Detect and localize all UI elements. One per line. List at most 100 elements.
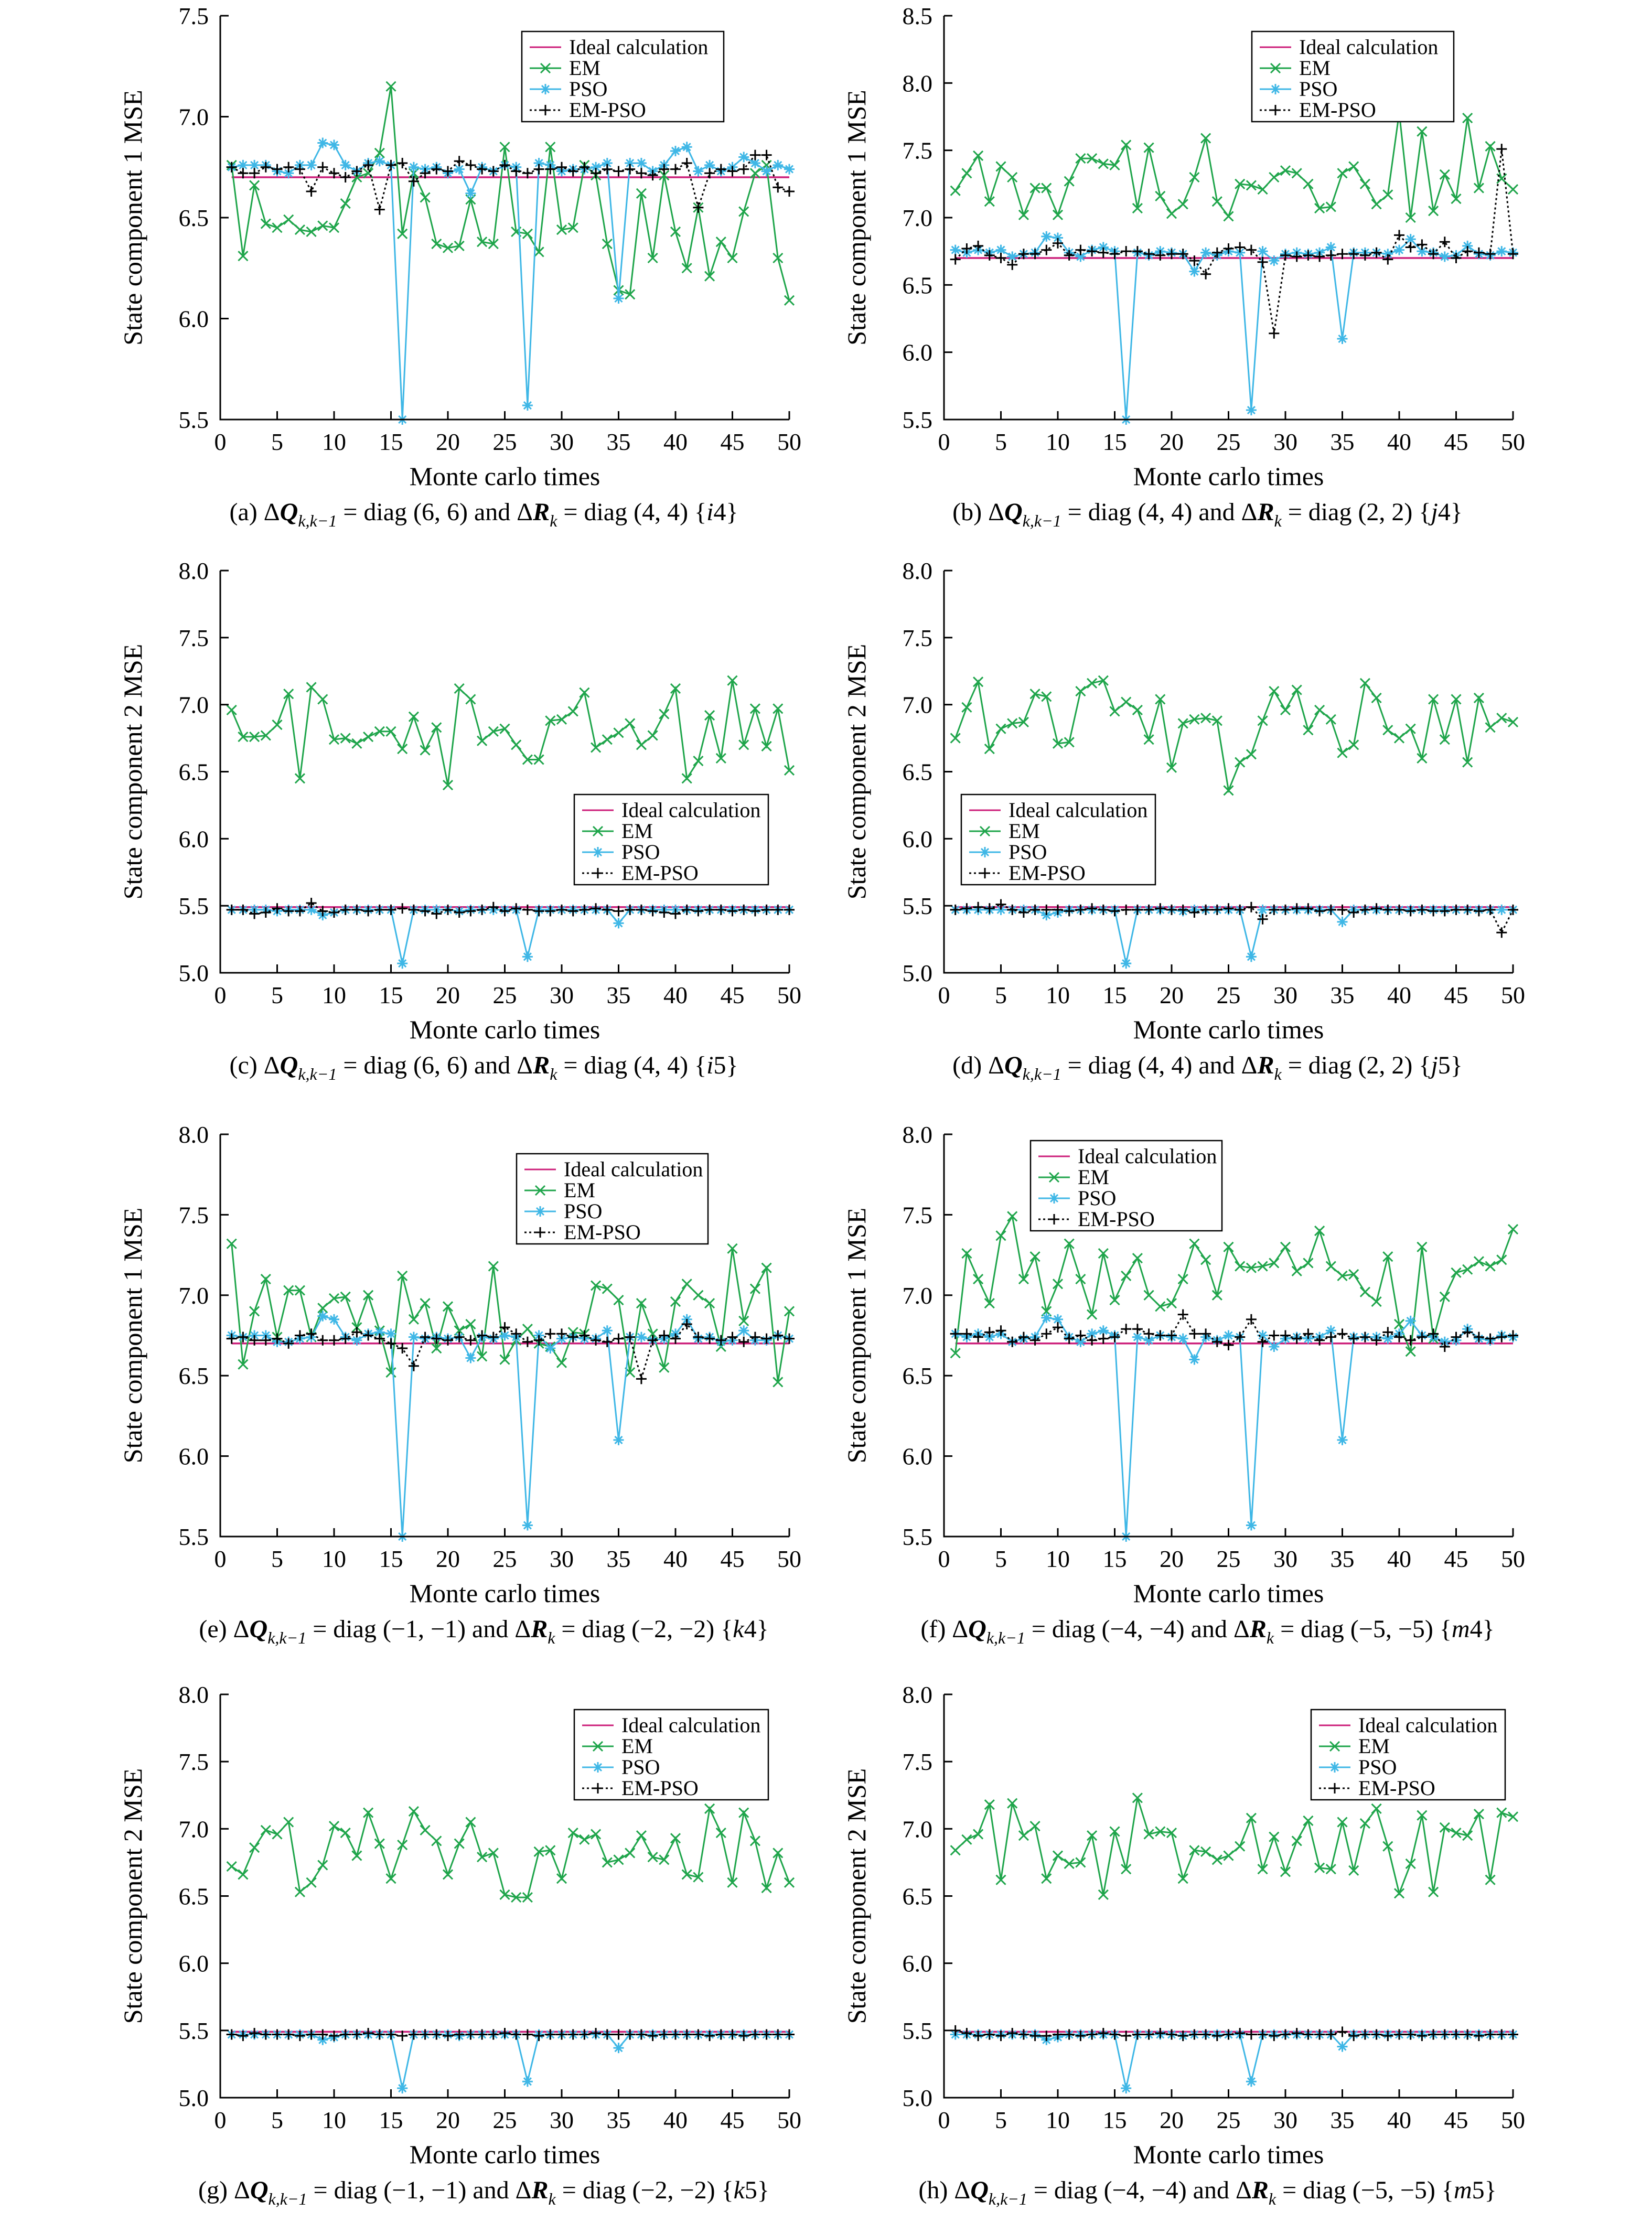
empso-point-42 xyxy=(1417,904,1428,915)
pso-point-35 xyxy=(613,293,624,304)
em-point-10 xyxy=(328,1821,340,1832)
pso-series xyxy=(226,1311,795,1542)
empso-point-1 xyxy=(950,254,961,265)
empso-point-32 xyxy=(579,2029,590,2040)
pso-point-48 xyxy=(761,166,772,177)
empso-point-36 xyxy=(625,164,636,175)
em-point-14 xyxy=(1098,158,1109,169)
empso-point-35 xyxy=(1337,249,1348,260)
x-tick-label: 20 xyxy=(436,982,460,1008)
empso-point-13 xyxy=(363,1330,374,1341)
pso-point-50 xyxy=(784,164,795,175)
em-point-44 xyxy=(715,237,726,248)
em-point-42 xyxy=(1417,1241,1428,1252)
empso-point-26 xyxy=(1235,242,1246,253)
em-point-32 xyxy=(579,1834,590,1845)
pso-point-22 xyxy=(465,1352,476,1363)
empso-point-3 xyxy=(249,2027,260,2038)
x-tick-label: 25 xyxy=(1217,428,1241,455)
empso-point-38 xyxy=(647,906,658,917)
em-point-10 xyxy=(1052,1279,1064,1290)
em-point-44 xyxy=(1439,169,1450,180)
x-axis-label: Monte carlo times xyxy=(410,1578,600,1608)
chart-panel-3: 0 5 10 15 20 25 30 35 40 45 50 5.0 5.5 6.0 6.5 7.0 7.5 8.… xyxy=(118,557,801,1083)
empso-point-legend xyxy=(593,1783,603,1794)
empso-point-19 xyxy=(1155,1330,1166,1341)
empso-point-35 xyxy=(613,906,624,917)
em-point-36 xyxy=(1348,161,1359,172)
empso-point-10 xyxy=(1053,1322,1063,1333)
empso-point-38 xyxy=(647,2031,658,2042)
em-point-19 xyxy=(431,1835,442,1846)
empso-point-legend xyxy=(535,1227,545,1238)
em-point-13 xyxy=(363,1807,374,1818)
em-point-38 xyxy=(1371,692,1382,703)
y-tick-label: 8.0 xyxy=(903,70,933,96)
em-point-16 xyxy=(397,1270,408,1282)
pso-point-27 xyxy=(1246,2076,1257,2087)
pso-point-14 xyxy=(374,156,385,167)
legend-label-empso: EM-PSO xyxy=(621,861,699,885)
y-tick-label: 6.5 xyxy=(179,1883,209,1910)
em-point-23 xyxy=(1200,1846,1211,1857)
em-line xyxy=(231,86,790,301)
empso-point-7 xyxy=(1018,249,1029,260)
empso-point-17 xyxy=(408,1360,419,1371)
pso-point-46 xyxy=(738,1325,749,1336)
em-point-34 xyxy=(1325,1261,1336,1272)
empso-point-34 xyxy=(602,904,613,915)
empso-point-23 xyxy=(1200,904,1211,915)
em-point-4 xyxy=(984,1298,995,1309)
empso-point-48 xyxy=(761,904,772,915)
em-point-37 xyxy=(636,739,647,750)
pso-point-5 xyxy=(995,244,1006,255)
em-point-8 xyxy=(1029,1251,1040,1262)
empso-point-19 xyxy=(431,908,442,919)
empso-point-24 xyxy=(1211,1336,1222,1347)
panel-caption: (a) ΔQk,k−1 = diag (6, 6) and ΔRk = diag… xyxy=(230,498,738,530)
empso-point-22 xyxy=(465,159,476,170)
y-axis-label: State component 1 MSE xyxy=(118,1208,147,1463)
empso-point-19 xyxy=(1155,2027,1166,2038)
chart-panel-1: 0 5 10 15 20 25 30 35 40 45 50 5.5 6.0 6.5 7.0 7.5 Monte… xyxy=(118,3,801,530)
em-point-31 xyxy=(567,706,578,717)
y-tick-label: 7.0 xyxy=(179,1282,209,1309)
em-point-28 xyxy=(1257,1261,1268,1272)
empso-point-27 xyxy=(522,168,533,179)
x-tick-label: 40 xyxy=(663,428,688,455)
empso-point-47 xyxy=(1473,1331,1484,1343)
x-tick-label: 5 xyxy=(995,982,1007,1008)
empso-point-42 xyxy=(693,906,704,917)
pso-point-28 xyxy=(1257,246,1268,257)
empso-point-26 xyxy=(511,1328,522,1339)
empso-point-45 xyxy=(1451,1331,1462,1343)
em-point-28 xyxy=(1257,184,1268,195)
em-point-47 xyxy=(1473,692,1484,703)
em-point-legend xyxy=(534,1185,546,1196)
pso-point-16 xyxy=(1121,958,1132,969)
legend-label-empso: EM-PSO xyxy=(569,98,646,122)
em-point-10 xyxy=(1052,738,1064,749)
em-point-39 xyxy=(659,1854,670,1865)
em-point-17 xyxy=(1132,704,1143,715)
em-point-41 xyxy=(1405,1858,1416,1870)
y-tick-label: 5.5 xyxy=(903,1523,933,1550)
em-point-3 xyxy=(973,676,984,688)
empso-point-33 xyxy=(1314,251,1325,262)
empso-point-49 xyxy=(773,1330,784,1341)
pso-point-44 xyxy=(1439,251,1450,262)
x-tick-label: 50 xyxy=(1501,982,1525,1008)
x-axis-label: Monte carlo times xyxy=(1133,1578,1324,1608)
em-point-7 xyxy=(294,1285,305,1296)
empso-point-6 xyxy=(283,162,294,173)
empso-point-21 xyxy=(454,907,465,918)
empso-point-37 xyxy=(1359,250,1370,261)
empso-point-26 xyxy=(511,2029,522,2040)
em-point-35 xyxy=(613,727,624,738)
pso-point-28 xyxy=(533,158,544,169)
y-tick-label: 5.5 xyxy=(903,406,933,433)
em-point-43 xyxy=(1428,206,1439,217)
empso-point-48 xyxy=(1485,2029,1496,2040)
